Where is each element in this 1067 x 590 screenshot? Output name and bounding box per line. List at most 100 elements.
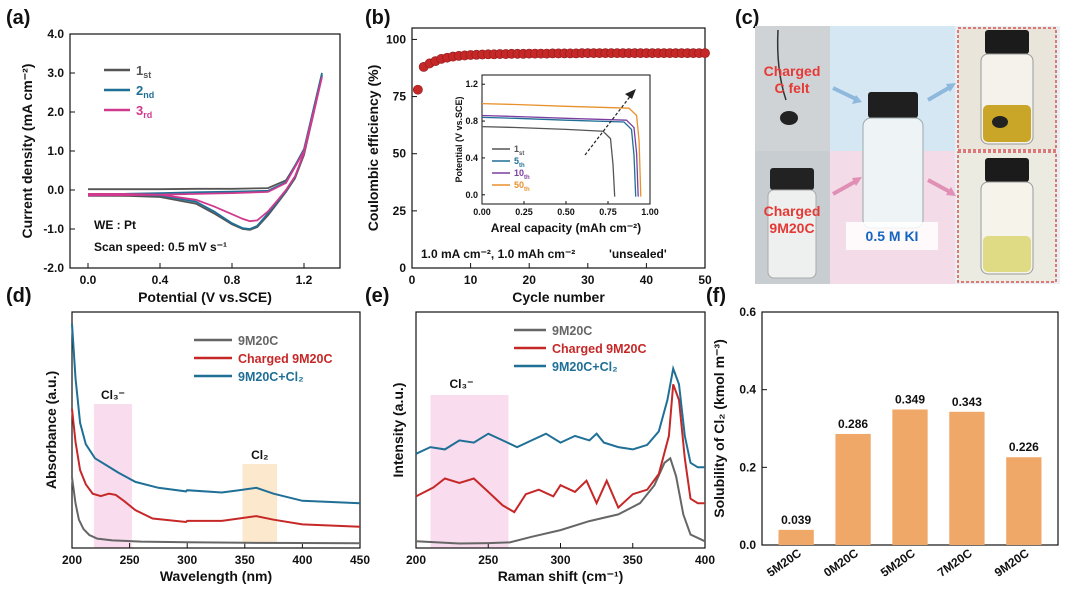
- legend-text-a-2nd: 2nd: [136, 83, 154, 100]
- vial-cap-left: [770, 168, 814, 190]
- category-label-f: 5M20C: [878, 546, 918, 580]
- arrow-top-right: [926, 84, 954, 102]
- tick-label-b-y: 100: [386, 32, 406, 46]
- category-label-f: 9M20C: [992, 546, 1032, 580]
- panel-label-e: (e): [365, 285, 389, 307]
- arrow-top-right-head: [946, 83, 956, 92]
- pale-yellow-solution: [983, 236, 1031, 272]
- vial-cap-center: [868, 92, 918, 118]
- wire: [776, 29, 787, 101]
- tick-label-a-x: 0.4: [152, 273, 169, 287]
- tick-label-a-x: 1.2: [296, 273, 313, 287]
- tick-label-f-y: 0.4: [739, 383, 756, 397]
- inset-series-5th: [481, 116, 637, 197]
- panel-label-c: (c): [735, 7, 759, 29]
- bar-value-label-f: 0.349: [895, 392, 925, 406]
- tick-label-e-x: 200: [406, 553, 426, 567]
- tick-label-b-x: 0: [409, 273, 416, 287]
- tick-label-a-x: 0.8: [224, 273, 241, 287]
- panel-label-b: (b): [365, 7, 391, 29]
- data-point-b: [700, 48, 710, 59]
- series-line-a-3rd: [87, 76, 323, 223]
- tick-label-b-y: 0: [399, 261, 406, 275]
- legend-text-d: Charged 9M20C: [238, 352, 332, 366]
- c-felt-piece: [780, 111, 798, 125]
- inset-frame-b: [481, 74, 651, 205]
- tick-label-d-x: 400: [292, 553, 312, 567]
- chart-b: 0 25 50 75 100 0 10 20 30 40 50 Cycle number Coulomb…: [365, 27, 712, 305]
- inset-ylabel: Potential (V vs.SCE): [454, 96, 464, 182]
- series-line-d: [71, 477, 361, 545]
- annotation-b-2: 'unsealed': [609, 247, 667, 261]
- chart-e: Cl₃⁻ 200 250 300 350 400 Raman shift (cm⁻¹) Int…: [390, 311, 715, 584]
- bar-value-label-f: 0.286: [838, 417, 868, 431]
- highlight-d: [242, 464, 278, 542]
- tick-label-a-y: 0.0: [47, 183, 64, 197]
- category-label-f: 5M20C: [764, 546, 804, 580]
- legend-text-d: 9M20C+Cl₂: [238, 370, 304, 384]
- ylabel-f: Solubility of Cl₂ (kmol m⁻³): [711, 339, 727, 518]
- ki-label: 0.5 M KI: [866, 228, 919, 244]
- highlight-e: [430, 395, 509, 548]
- tick-label-b-x: 40: [640, 273, 654, 287]
- bar-value-label-f: 0.226: [1009, 440, 1039, 454]
- arrow-bottom-right: [927, 178, 953, 195]
- tick-label-d-x: 250: [120, 553, 140, 567]
- legend-text-e: 9M20C: [552, 324, 592, 338]
- panel-label-d: (d): [6, 285, 32, 307]
- annotation-a-2: Scan speed: 0.5 mV s⁻¹: [94, 240, 227, 254]
- ylabel-d: Absorbance (a.u.): [43, 371, 59, 489]
- series-line-a-2nd: [87, 72, 323, 230]
- legend-text-a-1st: 1st: [136, 63, 151, 80]
- tick-label-a-x: 0.0: [80, 273, 97, 287]
- xlabel-a: Potential (V vs.SCE): [138, 289, 272, 305]
- panel-label-f: (f): [706, 285, 726, 307]
- inset-tick-label-x: 0.50: [557, 207, 575, 217]
- tick-label-d-x: 450: [350, 553, 370, 567]
- tick-label-f-y: 0.2: [739, 460, 756, 474]
- inset-tick-label-x: 0.00: [473, 207, 491, 217]
- label-charged-9m20c-2: 9M20C: [769, 220, 814, 236]
- tick-label-b-x: 50: [698, 273, 712, 287]
- legend-text-d: 9M20C: [238, 334, 278, 348]
- inset-tick-label-x: 1.00: [641, 207, 659, 217]
- tick-label-b-x: 30: [581, 273, 595, 287]
- ki-label-box: [846, 222, 938, 250]
- xlabel-e: Raman shift (cm⁻¹): [498, 568, 624, 584]
- tick-label-b-x: 10: [464, 273, 478, 287]
- tick-label-f-y: 0.6: [739, 305, 756, 319]
- bar-f: [778, 529, 814, 545]
- arrow-bottom-left-head: [852, 177, 862, 186]
- annotation-a-1: WE : Pt: [94, 218, 136, 232]
- chart-a: -2.0 -1.0 0.0 1.0 2.0 3.0 4.0 0.0 0.4 0.8 1.2 Poten…: [19, 27, 341, 305]
- tick-label-e-x: 250: [478, 553, 498, 567]
- highlight-label-d: Cl₂: [251, 448, 268, 462]
- inset-tick-label-x: 0.75: [599, 207, 617, 217]
- arrow-top-left: [832, 86, 859, 102]
- series-line-e: [415, 383, 705, 514]
- tick-label-b-y: 50: [393, 147, 407, 161]
- arrow-bottom-left: [832, 178, 859, 196]
- series-line-d: [71, 408, 361, 528]
- tick-label-d-x: 300: [177, 553, 197, 567]
- inset-tick-label-x: 0.25: [515, 207, 533, 217]
- tick-label-a-y: -2.0: [43, 261, 64, 275]
- tick-label-e-x: 400: [695, 553, 715, 567]
- series-line-e: [415, 456, 706, 545]
- inset-series-1st: [481, 125, 616, 197]
- ylabel-b: Coulombic efficiency (%): [365, 65, 381, 231]
- tick-label-a-y: 1.0: [47, 144, 64, 158]
- inset-trend-arrow: [584, 93, 633, 156]
- label-charged-9m20c-1: Charged: [764, 203, 821, 219]
- series-line-e: [415, 364, 705, 469]
- category-label-f: 0M20C: [821, 546, 861, 580]
- inset-series-50th: [481, 102, 642, 197]
- inset-legend-50th: 50th: [514, 180, 530, 193]
- xlabel-d: Wavelength (nm): [160, 568, 272, 584]
- annotation-b-1: 1.0 mA cm⁻², 1.0 mAh cm⁻²: [421, 247, 575, 261]
- tick-label-b-y: 25: [393, 204, 407, 218]
- label-charged-c-felt-2: C felt: [775, 80, 810, 96]
- tick-label-a-y: 3.0: [47, 66, 64, 80]
- photo-c-felt: [755, 26, 830, 151]
